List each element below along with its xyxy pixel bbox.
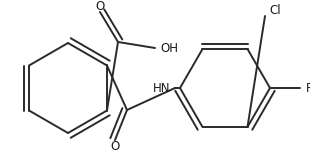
Text: F: F [306, 82, 310, 95]
Text: Cl: Cl [269, 4, 281, 16]
Text: O: O [110, 140, 120, 153]
Text: HN: HN [153, 82, 170, 95]
Text: O: O [95, 0, 105, 13]
Text: OH: OH [160, 42, 178, 55]
